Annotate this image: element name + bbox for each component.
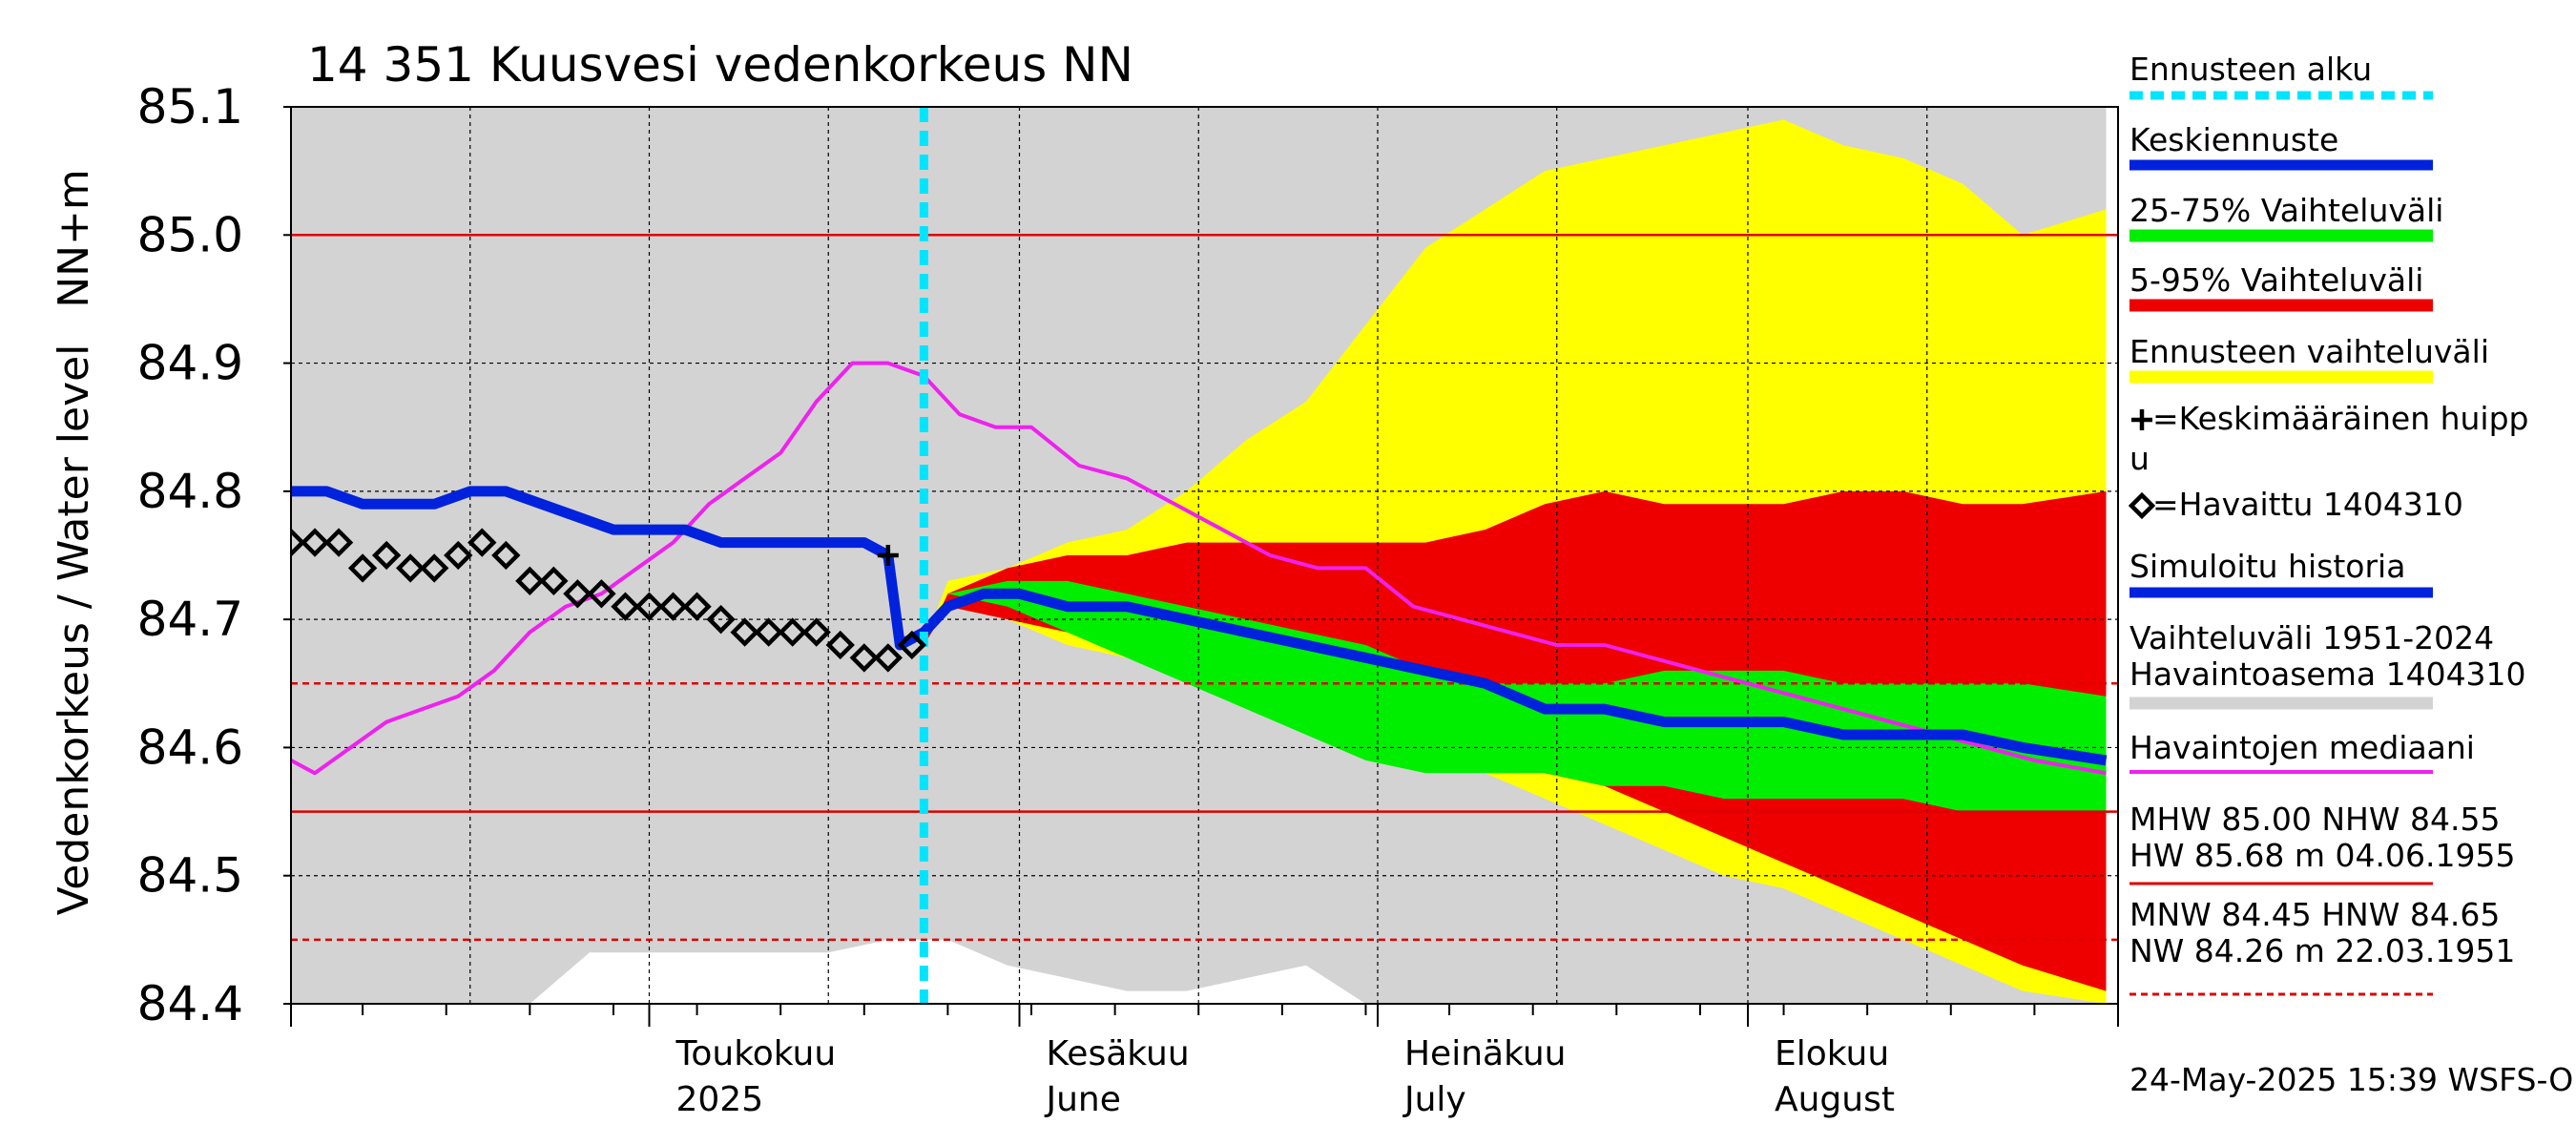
observed-point xyxy=(706,604,736,635)
y-tick-label: 85.0 xyxy=(137,207,243,262)
legend-cross-icon xyxy=(2131,409,2152,430)
x-year-label: August xyxy=(1775,1080,1895,1119)
observed-point xyxy=(778,617,807,647)
plot-frame xyxy=(290,106,2119,1005)
legend-label: Havaintoasema 1404310 xyxy=(2129,656,2526,693)
y-tick-label: 84.8 xyxy=(137,464,243,519)
legend-label: MNW 84.45 HNW 84.65 xyxy=(2129,896,2500,933)
legend-label: HW 85.68 m 04.06.1955 xyxy=(2129,837,2515,874)
observed-point xyxy=(825,630,855,660)
legend-label: Havaintojen mediaani xyxy=(2129,729,2475,766)
y-tick-label: 84.5 xyxy=(137,848,243,904)
observed-point xyxy=(730,617,759,647)
chart-title: 14 351 Kuusvesi vedenkorkeus NN xyxy=(307,37,1133,93)
legend-label: MHW 85.00 NHW 84.55 xyxy=(2129,801,2500,838)
axes: 84.4 84.5 84.6 84.7 84.8 84.9 85.0 85.1 Toukokuu… xyxy=(137,79,2119,1119)
legend-label: u xyxy=(2129,440,2150,477)
y-axis-unit: NN+m xyxy=(50,169,98,308)
observed-point xyxy=(658,592,688,621)
mean-peak-marker xyxy=(877,545,899,566)
observed-point xyxy=(467,528,497,557)
legend-label: Ennusteen vaihteluväli xyxy=(2129,333,2489,370)
y-tick-label: 84.9 xyxy=(137,336,243,391)
observed-point xyxy=(849,643,879,673)
legend-label: 25-75% Vaihteluväli xyxy=(2129,192,2443,229)
observed-point xyxy=(491,540,521,571)
observed-point xyxy=(515,566,545,596)
observed-point xyxy=(444,540,473,571)
footer-timestamp: 24-May-2025 15:39 WSFS-O xyxy=(2129,1061,2573,1098)
legend-label: Ennusteen alku xyxy=(2129,51,2372,88)
mean-forecast-line xyxy=(883,554,2108,766)
x-year-label: July xyxy=(1402,1080,1466,1119)
legend-label: Vaihteluväli 1951-2024 xyxy=(2129,619,2494,656)
observed-point xyxy=(873,643,903,673)
y-tick-label: 84.4 xyxy=(137,976,243,1031)
x-year-label: June xyxy=(1044,1080,1120,1119)
x-year-label: 2025 xyxy=(675,1080,763,1119)
plot-area xyxy=(291,107,2118,1004)
observed-point xyxy=(587,579,616,609)
y-tick-label: 84.7 xyxy=(137,592,243,647)
observed-point xyxy=(300,528,330,557)
legend-label: Keskiennuste xyxy=(2129,121,2338,158)
legend-label: Simuloitu historia xyxy=(2129,548,2405,585)
observed-point xyxy=(682,592,712,621)
observed-point xyxy=(611,592,640,621)
legend: Ennusteen alku Keskiennuste 25-75% Vaihtel… xyxy=(2128,51,2529,996)
observed-point xyxy=(347,553,378,583)
y-tick-label: 84.6 xyxy=(137,719,243,775)
observed-point xyxy=(323,528,354,557)
observed-point xyxy=(897,630,927,660)
x-month-label: Heinäkuu xyxy=(1404,1034,1566,1073)
legend-label: =Havaittu 1404310 xyxy=(2152,486,2463,523)
observed-point xyxy=(563,579,592,609)
legend-label: =Keskimääräinen huipp xyxy=(2152,400,2529,437)
legend-label: 5-95% Vaihteluväli xyxy=(2129,261,2423,299)
legend-label: NW 84.26 m 22.03.1951 xyxy=(2129,932,2515,969)
observed-point xyxy=(634,592,664,621)
x-month-label: Kesäkuu xyxy=(1046,1034,1189,1073)
observed-point xyxy=(371,540,402,571)
observed-point xyxy=(801,617,831,647)
x-month-label: Toukokuu xyxy=(675,1034,836,1073)
legend-diamond-icon xyxy=(2128,491,2156,520)
median-line xyxy=(291,361,2107,776)
observed-point xyxy=(539,566,569,596)
observed-point xyxy=(291,528,306,557)
observed-point xyxy=(420,553,449,583)
x-month-label: Elokuu xyxy=(1775,1034,1889,1073)
y-axis-label: Vedenkorkeus / Water level xyxy=(50,344,98,916)
observed-point xyxy=(395,553,426,583)
observed-point xyxy=(754,617,783,647)
y-tick-label: 85.1 xyxy=(137,79,243,135)
simulated-history-line xyxy=(291,486,891,560)
